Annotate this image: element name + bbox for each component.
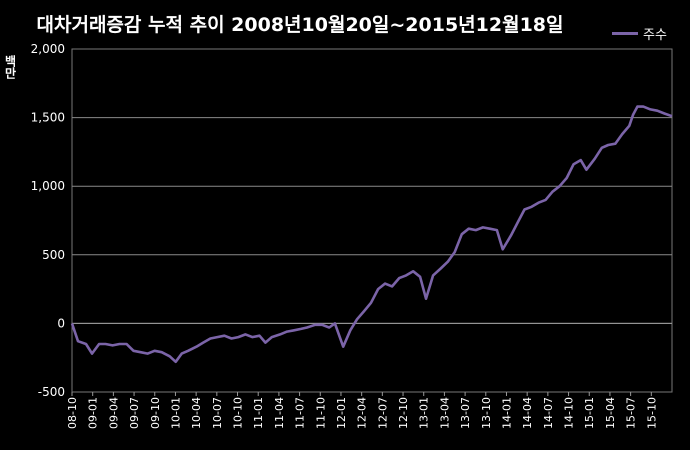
plot-area <box>71 48 673 393</box>
x-tick-label: 14-04 <box>521 397 534 429</box>
x-tick-label: 08-10 <box>66 397 79 429</box>
x-tick-label: 13-10 <box>480 397 493 429</box>
x-tick-label: 09-10 <box>149 397 162 429</box>
x-tick-label: 13-07 <box>459 397 472 429</box>
x-tick-label: 10-10 <box>232 397 245 429</box>
x-tick-label: 14-10 <box>563 397 576 429</box>
chart-title: 대차거래증감 누적 추이 2008년10월20일~2015년12월18일 <box>36 14 564 36</box>
x-tick-label: 11-10 <box>314 397 327 429</box>
x-tick-label: 15-07 <box>625 397 638 429</box>
legend-label: 주수 <box>643 28 667 43</box>
x-tick-label: 09-01 <box>87 397 100 429</box>
x-tick-label: 10-01 <box>169 397 182 429</box>
x-tick-label: 13-04 <box>438 397 451 429</box>
x-tick-label: 13-01 <box>418 397 431 429</box>
x-tick-label: 14-01 <box>500 397 513 429</box>
x-tick-label: 11-04 <box>273 397 286 429</box>
legend: 주수 <box>612 24 667 43</box>
x-tick-label: 12-10 <box>397 397 410 429</box>
x-tick-label: 12-07 <box>376 397 389 429</box>
x-tick-label: 14-07 <box>542 397 555 429</box>
x-tick-label: 11-01 <box>252 397 265 429</box>
x-tick-label: 12-04 <box>356 397 369 429</box>
y-axis-label: 백만 <box>3 55 17 79</box>
x-tick-label: 09-07 <box>128 397 141 429</box>
x-tick-label: 11-07 <box>294 397 307 429</box>
x-tick-label: 15-10 <box>645 397 658 429</box>
x-tick-label: 12-01 <box>335 397 348 429</box>
y-tick-label: 1,500 <box>31 111 65 125</box>
series-line <box>70 105 673 364</box>
y-tick-label: 2,000 <box>31 42 65 56</box>
legend-swatch <box>612 32 638 35</box>
x-tick-label: 15-04 <box>604 397 617 429</box>
y-tick-label: 500 <box>42 248 65 262</box>
y-tick-label: 0 <box>57 316 65 330</box>
x-tick-label: 09-04 <box>107 397 120 429</box>
x-tick-label: 10-07 <box>211 397 224 429</box>
y-tick-label: -500 <box>38 385 65 399</box>
y-tick-label: 1,000 <box>31 179 65 193</box>
x-tick-label: 15-01 <box>583 397 596 429</box>
x-tick-label: 10-04 <box>190 397 203 429</box>
